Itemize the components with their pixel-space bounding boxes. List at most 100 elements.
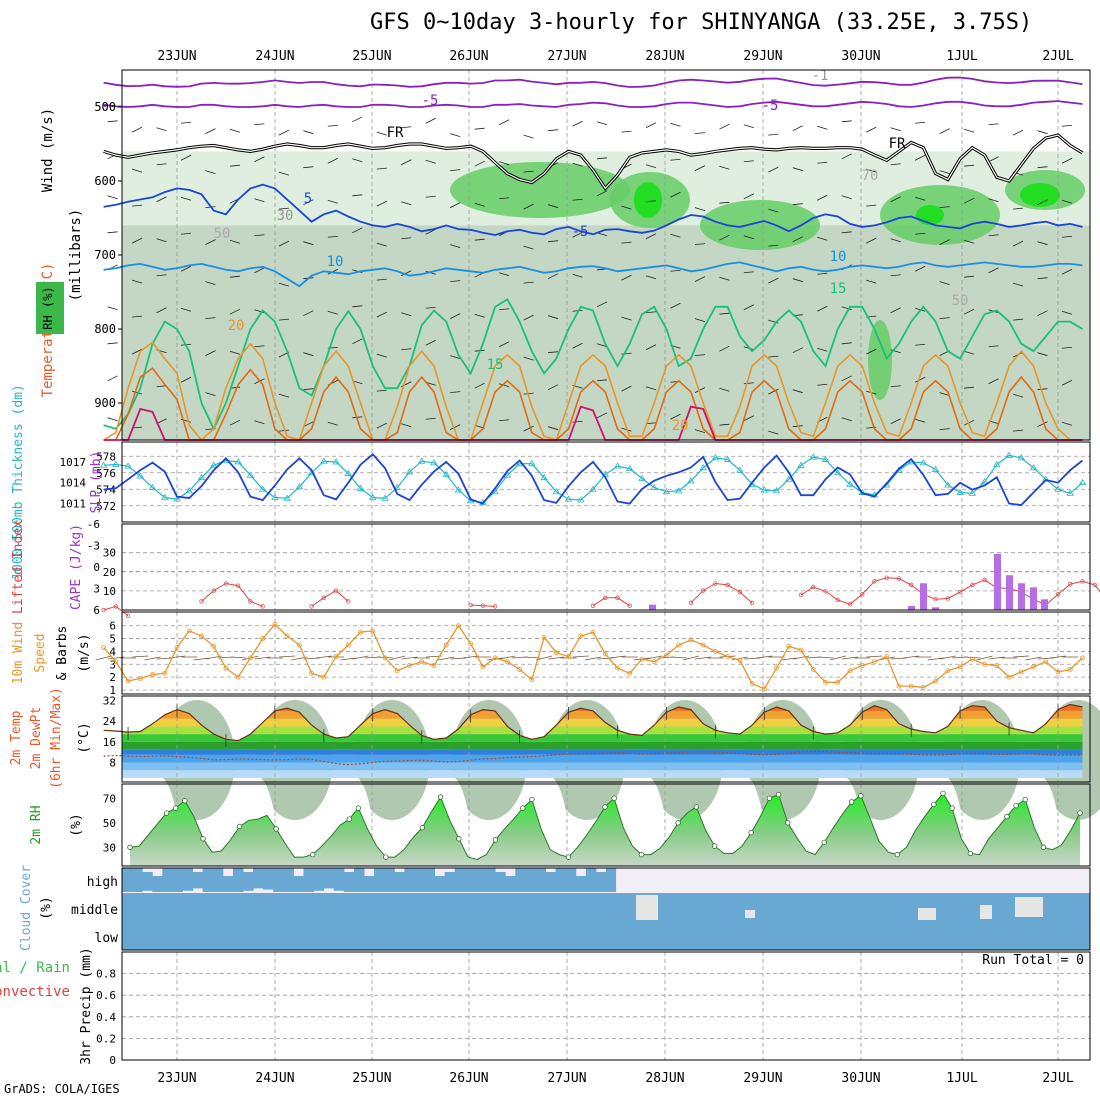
rh2m-point [1040,844,1047,850]
wind-barb [1061,199,1073,204]
wind-barb [914,376,926,383]
cloud-high-bar [303,868,315,892]
wind-barb [523,281,534,284]
wind10m-barb [829,655,846,661]
cloud-high-bar [1009,868,1020,892]
wind-barb [278,171,290,176]
temp-band-10 [122,698,1090,703]
wind10m-point [235,674,241,680]
rh2m-point [711,843,718,849]
wind-barb [278,393,290,398]
wind-barb [1037,388,1048,391]
wind10m-point [541,634,547,640]
wind10m-barb [401,656,418,660]
wind10m-point [798,647,804,653]
wind10m-point [615,665,620,671]
wind-barb [890,274,901,277]
thickness-point [785,475,793,482]
cloud-high-bar [827,868,839,892]
cloud-high-bar [454,868,466,892]
wind-barb [156,307,167,314]
wind-barb [523,356,534,361]
temp-band-3 [122,749,1083,755]
cloud-gap-1 [745,910,755,918]
wind-barb [107,306,118,311]
wind10m-point [590,629,596,635]
wind-barb [621,385,632,392]
wind-barb [1013,429,1024,432]
wind10m-barb [939,655,956,660]
rh2m-point [748,829,754,836]
wind-barb [352,116,363,123]
wind-barb [229,350,241,355]
thickness-point [283,494,291,501]
wind-barb [768,430,779,435]
thickness-point [1066,489,1074,496]
cloud-high-bar [122,868,133,892]
wind-barb [401,126,412,129]
thickness-point [1042,475,1050,482]
cloud-gap-4 [1015,897,1043,917]
wind-barb [131,168,143,173]
wind10m-barb [487,657,504,661]
thickness-point [577,496,585,503]
thickness-point [430,459,438,466]
wind10m-point [431,663,437,668]
cloud-high-bar [333,868,345,891]
wind10m-point [957,664,963,670]
rh2m-point [949,805,955,811]
wind-barb [180,307,192,312]
wind10m-point [309,670,314,676]
cloud-high-bar [706,868,718,892]
wind-barb [866,204,877,207]
wind10m-point [847,668,853,674]
date-label-top-24jun: 24JUN [255,49,294,64]
thickness-point [344,469,353,476]
wind10m-barb [132,655,149,658]
wind-barb [841,231,852,234]
wind10m-point [933,678,939,684]
lifted-index-line [201,582,263,607]
wind-barb [254,309,265,314]
cloud-high-bar [787,876,799,892]
axis-label-2m-dewpt: 2m DewPt [29,707,44,770]
thickness-point [809,453,817,460]
lifted-index-tick-label: -6 [87,518,100,531]
cloud-high-bar [716,876,728,892]
cloud-high-bar [555,868,567,892]
cape-bar-5 [1006,575,1013,610]
wind-barb [817,236,828,241]
cloud-high-bar [505,876,516,892]
wind10m-point [345,642,351,648]
wind-barb [499,197,510,200]
wind-barb [401,312,412,317]
wind10m-point [186,628,192,634]
axis-label-rh-units: (%) [69,813,84,836]
wind-barb [425,417,436,420]
cape-bar-2 [920,583,927,610]
wind-barb [866,168,877,173]
wind10m-barb [279,655,296,658]
cloud-high-bar [283,868,294,892]
thickness-point [503,471,512,478]
rh2m-point [565,854,572,860]
thickness-point [112,460,120,467]
thickness-point [185,487,193,494]
cloud-high-bar [495,872,506,892]
cloud-high-bar [343,872,355,892]
thickness-point [381,494,389,501]
cloud-high-bar [656,868,667,892]
wind-barb [425,339,436,346]
wind-barb [694,165,706,171]
wind-barb [621,130,632,133]
cloud-high-bar [152,876,163,892]
wind10m-barb [609,655,626,659]
wind-barb [450,169,461,172]
wind10m-point [248,655,253,661]
axis-label-3hr-precip: 3hr Precip (mm) [79,947,94,1064]
wind-barb [817,194,828,201]
wind-barb [352,227,363,234]
wind-barb [743,124,754,129]
wind-barb [425,306,436,309]
thickness-point [723,455,732,462]
